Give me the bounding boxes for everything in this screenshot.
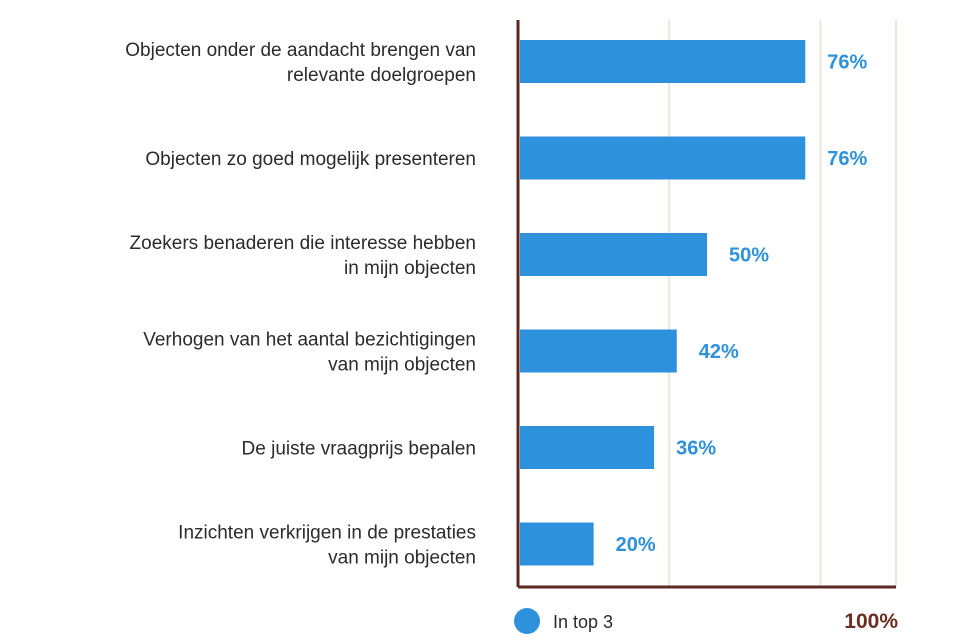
bar-2 [520, 136, 806, 180]
legend-marker [514, 608, 540, 634]
value-label-5: 36% [676, 438, 716, 460]
value-label-2: 76% [827, 148, 867, 170]
category-label-1-line-2: relevante doelgroepen [287, 65, 476, 86]
legend: In top 3 [514, 608, 613, 634]
value-label-4: 42% [699, 341, 739, 363]
category-label-6-line-1: Inzichten verkrijgen in de prestaties [178, 523, 476, 544]
axes [516, 20, 896, 589]
category-label-6-line-2: van mijn objecten [328, 548, 476, 569]
bar-5 [520, 426, 655, 469]
value-label-6: 20% [616, 534, 656, 556]
bar-3 [520, 233, 707, 276]
bar-1 [520, 40, 806, 83]
bar-4 [520, 329, 677, 373]
bar-6 [520, 522, 594, 566]
category-label-4-line-2: van mijn objecten [328, 355, 476, 376]
legend-label: In top 3 [553, 612, 613, 632]
category-label-5-line-1: De juiste vraagprijs bepalen [242, 439, 476, 460]
value-labels: 76% 76% 50% 42% 36% 20% [616, 52, 868, 557]
category-label-3-line-1: Zoekers benaderen die interesse hebben [130, 233, 476, 254]
category-labels: Objecten onder de aandacht brengen van re… [125, 40, 476, 569]
grid-lines [668, 20, 897, 587]
bars [520, 40, 806, 566]
category-label-2-line-1: Objecten zo goed mogelijk presenteren [145, 149, 476, 170]
category-label-4-line-1: Verhogen van het aantal bezichtigingen [143, 330, 476, 351]
category-label-3-line-2: in mijn objecten [344, 258, 476, 279]
x-axis-max-label: 100% [844, 610, 898, 633]
category-label-1-line-1: Objecten onder de aandacht brengen van [125, 40, 476, 61]
value-label-1: 76% [827, 52, 867, 74]
value-label-3: 50% [729, 245, 769, 267]
